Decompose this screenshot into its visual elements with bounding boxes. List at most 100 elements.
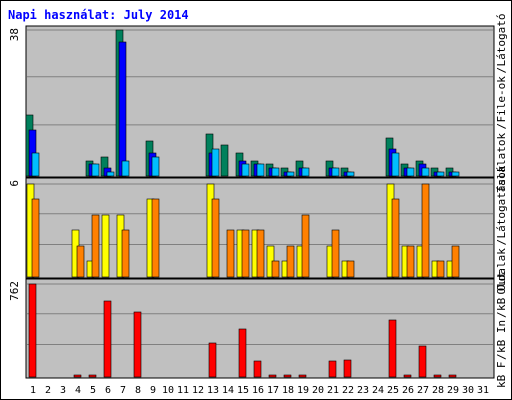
- panel-bottom-ymax-label: 762: [8, 281, 21, 301]
- bar-middle-oldalak-day-15: [241, 229, 250, 278]
- bar-top-tal-latok-day-14: [220, 144, 229, 177]
- panel-middle: 6 Oldalak /Látogatások: [8, 165, 508, 294]
- panel-bottom-legend: kB F/kB In/kB Out: [495, 271, 508, 388]
- bar-top-l-togat--day-13: [211, 148, 220, 177]
- x-tick-label-day-13: 13: [207, 385, 219, 396]
- x-tick-label-day-18: 18: [282, 385, 294, 396]
- bar-bottom-kb-f-day-18: [283, 374, 292, 378]
- panel-top-background: [25, 25, 495, 178]
- bar-middle-oldalak-day-14: [226, 229, 235, 278]
- x-tick-label-day-24: 24: [372, 385, 384, 396]
- bar-middle-oldalak-day-1: [31, 198, 40, 278]
- bar-middle-oldalak-day-21: [331, 229, 340, 278]
- bar-middle-oldalak-day-16: [256, 229, 265, 278]
- x-tick-label-day-22: 22: [342, 385, 354, 396]
- bar-middle-oldalak-day-9: [151, 198, 160, 278]
- x-tick-label-day-7: 7: [120, 385, 126, 396]
- bar-middle-oldalak-day-7: [121, 229, 130, 278]
- bar-middle-oldalak-day-27: [421, 183, 430, 278]
- x-tick-label-day-6: 6: [105, 385, 111, 396]
- x-tick-label-day-16: 16: [252, 385, 264, 396]
- x-tick-label-day-12: 12: [192, 385, 204, 396]
- bar-middle-oldalak-day-29: [451, 245, 460, 278]
- bar-top-l-togat--day-27: [421, 167, 430, 177]
- x-tick-label-day-9: 9: [150, 385, 156, 396]
- bar-middle-oldalak-day-19: [301, 214, 310, 278]
- bar-bottom-kb-f-day-13: [208, 342, 217, 378]
- bar-bottom-kb-f-day-28: [433, 374, 442, 378]
- x-tick-label-day-20: 20: [312, 385, 324, 396]
- x-tick-label-day-2: 2: [45, 385, 51, 396]
- legend-entry--: /: [495, 311, 508, 318]
- x-tick-label-day-3: 3: [60, 385, 66, 396]
- bar-bottom-kb-f-day-5: [88, 374, 97, 378]
- bar-middle-oldalak-day-17: [271, 260, 280, 278]
- bar-middle-oldalak-day-22: [346, 260, 355, 278]
- bar-bottom-kb-f-day-27: [418, 345, 427, 378]
- bar-top-l-togat--day-7: [121, 160, 130, 177]
- bar-top-l-togat--day-19: [301, 167, 310, 177]
- chart-title: Napi használat: July 2014: [8, 8, 189, 22]
- x-tick-label-day-25: 25: [387, 385, 399, 396]
- legend-entry--: /: [495, 67, 508, 74]
- panel-top-ymax-label: 38: [8, 28, 21, 41]
- bar-top-l-togat--day-16: [256, 163, 265, 177]
- legend-entry--: /: [495, 353, 508, 360]
- legend-entry-file-ok: File-ok: [495, 76, 508, 123]
- legend-entry-kb-out: kB Out: [495, 271, 508, 311]
- x-tick-label-day-23: 23: [357, 385, 369, 396]
- legend-entry-kb-f: kB F: [495, 362, 508, 389]
- bar-top-l-togat--day-18: [286, 171, 295, 177]
- x-tick-label-day-5: 5: [90, 385, 96, 396]
- x-tick-label-day-15: 15: [237, 385, 249, 396]
- bar-bottom-kb-f-day-1: [28, 283, 37, 378]
- bar-top-l-togat--day-1: [31, 152, 40, 177]
- bar-middle-oldalak-day-4: [76, 245, 85, 278]
- x-tick-label-day-19: 19: [297, 385, 309, 396]
- bar-top-l-togat--day-5: [91, 163, 100, 177]
- bar-middle-oldalak-day-13: [211, 198, 220, 278]
- legend-entry-oldalak: Oldalak: [495, 248, 508, 295]
- bar-top-l-togat--day-17: [271, 167, 280, 177]
- legend-entry-l-togat-sok: Látogatások: [495, 165, 508, 238]
- bar-top-l-togat--day-6: [106, 171, 115, 177]
- bar-middle-oldalak-day-26: [406, 245, 415, 278]
- x-tick-label-day-4: 4: [75, 385, 81, 396]
- x-tick-label-day-26: 26: [402, 385, 414, 396]
- bar-middle-oldalak-day-25: [391, 198, 400, 278]
- legend-entry-kb-in: kB In: [495, 320, 508, 353]
- x-tick-label-day-11: 11: [177, 385, 189, 396]
- x-tick-label-day-28: 28: [432, 385, 444, 396]
- bar-bottom-kb-f-day-26: [403, 374, 412, 378]
- x-tick-label-day-1: 1: [30, 385, 36, 396]
- bar-top-file-ok-day-7: [118, 41, 127, 177]
- bar-middle-oldalak-day-5: [91, 214, 100, 278]
- x-axis: 1 2 3 4 5 6 7 8 9 10 11 12 13 14 15 16 17 18 19 20 21 22 23 24 2…: [30, 385, 489, 396]
- bar-bottom-kb-f-day-8: [133, 311, 142, 378]
- panel-middle-ymax-label: 6: [8, 180, 21, 187]
- panel-top-legend: Találatok/File-ok/Látogató: [495, 14, 508, 193]
- x-tick-label-day-10: 10: [162, 385, 174, 396]
- chart-panels: 38Találatok/File-ok/Látogató6Oldalak/Lát…: [8, 14, 508, 388]
- bar-top-l-togat--day-21: [331, 167, 340, 177]
- bar-bottom-kb-f-day-25: [388, 319, 397, 378]
- legend-entry-l-togat-: Látogató: [495, 14, 508, 67]
- bar-bottom-kb-f-day-4: [73, 374, 82, 378]
- bar-middle-oldalak-day-18: [286, 245, 295, 278]
- bar-middle-oldalak-day-28: [436, 260, 445, 278]
- bar-bottom-kb-f-day-19: [298, 374, 307, 378]
- bar-top-l-togat--day-15: [241, 163, 250, 177]
- bar-top-l-togat--day-22: [346, 171, 355, 177]
- bar-top-l-togat--day-29: [451, 171, 460, 177]
- x-tick-label-day-27: 27: [417, 385, 429, 396]
- bar-top-l-togat--day-25: [391, 152, 400, 177]
- bar-bottom-kb-f-day-17: [268, 374, 277, 378]
- x-tick-label-day-14: 14: [222, 385, 234, 396]
- bar-bottom-kb-f-day-16: [253, 360, 262, 378]
- bar-top-l-togat--day-9: [151, 156, 160, 177]
- x-tick-label-day-8: 8: [135, 385, 141, 396]
- bar-top-l-togat--day-26: [406, 167, 415, 177]
